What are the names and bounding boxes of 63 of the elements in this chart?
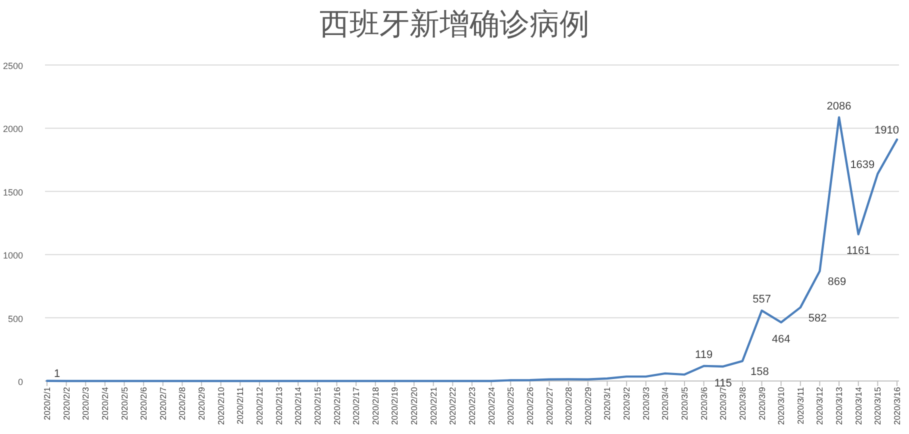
x-tick-label: 2020/2/28 bbox=[564, 386, 574, 425]
x-tick-label: 2020/2/29 bbox=[582, 386, 593, 425]
x-tick-label: 2020/2/22 bbox=[448, 386, 458, 425]
data-label: 869 bbox=[828, 276, 846, 288]
y-tick-label: 1500 bbox=[2, 187, 23, 198]
y-tick-label: 2500 bbox=[2, 61, 23, 71]
x-tick-label: 2020/2/17 bbox=[351, 386, 362, 425]
y-tick-label: 500 bbox=[8, 314, 23, 324]
x-tick-label: 2020/2/10 bbox=[216, 386, 226, 425]
x-tick-label: 2020/3/14 bbox=[853, 386, 864, 425]
x-tick-label: 2020/2/1 bbox=[42, 386, 52, 420]
x-tick-label: 2020/3/12 bbox=[814, 386, 825, 425]
x-tick-label: 2020/3/6 bbox=[698, 386, 709, 420]
x-tick-label: 2020/2/18 bbox=[370, 386, 380, 425]
data-label: 1 bbox=[54, 368, 60, 380]
x-tick-label: 2020/2/21 bbox=[428, 386, 438, 425]
data-label: 1639 bbox=[850, 158, 875, 171]
x-tick-label: 2020/3/1 bbox=[602, 386, 612, 420]
x-tick-label: 2020/2/13 bbox=[274, 386, 284, 425]
data-label: 582 bbox=[808, 312, 827, 324]
x-tick-label: 2020/3/3 bbox=[640, 386, 651, 420]
x-tick-label: 2020/2/26 bbox=[524, 386, 535, 425]
x-tick-label: 2020/2/6 bbox=[138, 386, 149, 420]
x-tick-label: 2020/2/25 bbox=[506, 386, 516, 425]
x-tick-label: 2020/3/4 bbox=[660, 386, 670, 420]
x-tick-label: 2020/2/2 bbox=[61, 386, 72, 420]
x-tick-label: 2020/3/16 bbox=[892, 386, 902, 425]
y-tick-label: 0 bbox=[18, 377, 23, 387]
x-tick-label: 2020/3/2 bbox=[622, 386, 632, 420]
x-tick-label: 2020/3/8 bbox=[737, 386, 748, 420]
x-tick-label: 2020/2/5 bbox=[119, 386, 130, 420]
x-tick-label: 2020/2/8 bbox=[177, 386, 188, 420]
x-tick-label: 2020/2/7 bbox=[158, 386, 168, 420]
x-tick-label: 2020/2/27 bbox=[544, 386, 554, 425]
x-tick-label: 2020/2/24 bbox=[486, 386, 496, 425]
x-tick-label: 2020/3/11 bbox=[795, 386, 806, 424]
x-tick-label: 2020/2/19 bbox=[390, 386, 400, 425]
data-label: 1161 bbox=[846, 245, 870, 258]
x-tick-label: 2020/2/23 bbox=[467, 386, 477, 425]
x-tick-label: 2020/2/12 bbox=[254, 386, 264, 425]
y-tick-label: 2000 bbox=[2, 124, 23, 134]
data-label: 464 bbox=[772, 333, 790, 346]
y-tick-label: 1000 bbox=[2, 250, 23, 261]
x-tick-label: 2020/2/16 bbox=[332, 386, 342, 425]
data-label: 557 bbox=[752, 294, 771, 306]
data-label: 119 bbox=[695, 348, 713, 361]
x-tick-label: 2020/2/15 bbox=[312, 386, 322, 425]
x-tick-label: 2020/2/14 bbox=[293, 386, 304, 425]
data-label: 158 bbox=[750, 366, 769, 378]
x-tick-label: 2020/3/15 bbox=[872, 386, 883, 425]
data-label: 2086 bbox=[826, 100, 852, 112]
x-tick-label: 2020/3/10 bbox=[776, 386, 786, 425]
x-tick-label: 2020/2/20 bbox=[409, 386, 420, 425]
x-tick-label: 2020/3/13 bbox=[834, 386, 844, 425]
x-tick-label: 2020/2/3 bbox=[80, 386, 91, 420]
x-tick-label: 2020/3/9 bbox=[756, 386, 767, 420]
x-tick-label: 2020/3/7 bbox=[718, 386, 728, 420]
x-tick-label: 2020/2/9 bbox=[196, 386, 207, 420]
x-tick-label: 2020/2/4 bbox=[100, 386, 110, 420]
data-label: 1910 bbox=[874, 124, 899, 137]
x-tick-label: 2020/3/5 bbox=[680, 386, 690, 420]
chart-title: 西班牙新增确诊病例 bbox=[320, 7, 590, 42]
x-tick-label: 2020/2/11 bbox=[235, 386, 246, 424]
